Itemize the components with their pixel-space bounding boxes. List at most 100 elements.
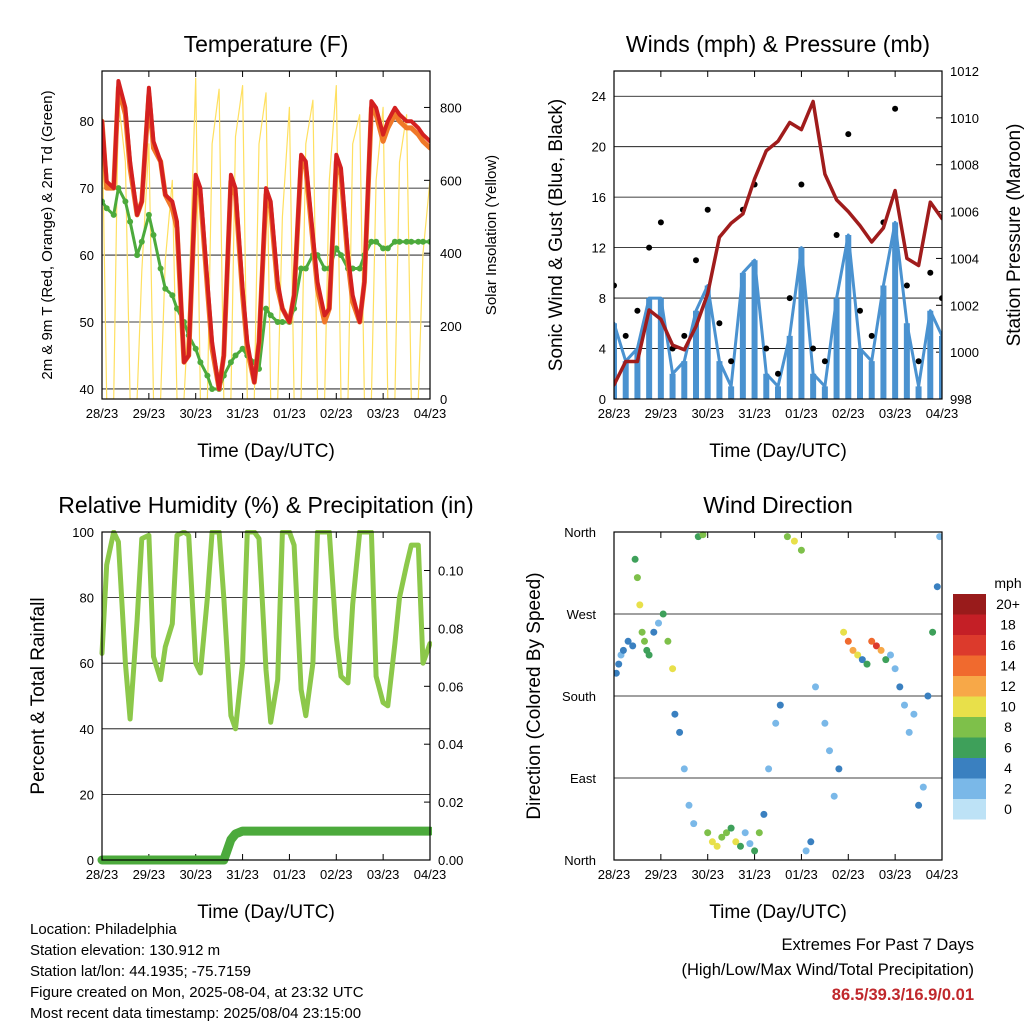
direction-ytick-label: North <box>564 525 596 540</box>
direction-point <box>896 683 904 691</box>
gust-point <box>821 358 828 365</box>
winds-ytick-right-label: 1006 <box>950 205 979 220</box>
station-info: Location: Philadelphia Station elevation… <box>30 919 364 1024</box>
direction-point <box>655 619 662 627</box>
direction-point <box>760 810 768 818</box>
temperature-xtick-label: 02/23 <box>320 406 353 421</box>
temperature-ylabel: 2m & 9m T (Red, Orange) & 2m Td (Green) <box>39 90 56 379</box>
direction-xtick-label: 29/23 <box>645 867 678 882</box>
direction-point <box>854 651 862 659</box>
direction-xlabel: Time (Day/UTC) <box>709 902 847 923</box>
legend-swatch <box>953 594 986 615</box>
timestamp-text: Most recent data timestamp: 2025/08/04 2… <box>30 1005 362 1022</box>
location-text: Location: Philadelphia <box>30 921 177 938</box>
winds-ytick-right-label: 998 <box>950 392 972 407</box>
temperature-xtick-label: 31/23 <box>226 406 259 421</box>
direction-point <box>690 820 698 828</box>
direction-point <box>636 601 644 609</box>
direction-series <box>614 531 942 855</box>
direction-point <box>755 829 763 837</box>
temperature-ytick-right-label: 800 <box>440 100 462 115</box>
direction-point <box>905 728 913 736</box>
direction-point <box>821 719 829 727</box>
direction-point <box>737 842 744 850</box>
gust-point <box>939 295 942 302</box>
extremes-title: Extremes For Past 7 Days <box>781 936 974 954</box>
precip-line <box>97 826 432 865</box>
direction-point <box>858 656 866 664</box>
direction-xtick-label: 02/23 <box>832 867 865 882</box>
direction-xtick-label: 01/23 <box>785 867 818 882</box>
pressure-line <box>614 99 942 387</box>
direction-point <box>797 546 805 554</box>
legend-label: 6 <box>1004 740 1012 756</box>
direction-ylabel: Direction (Colored By Speed) <box>524 572 545 819</box>
direction-point <box>877 646 885 654</box>
direction-point <box>615 660 623 668</box>
legend-label: 0 <box>1004 801 1012 817</box>
winds-xtick-label: 04/23 <box>926 406 959 421</box>
temperature-ytick-right-label: 200 <box>440 319 462 334</box>
winds-ytick-right-label: 1012 <box>950 64 979 79</box>
winds-ytick-label: 0 <box>599 392 606 407</box>
winds-ytick-label: 24 <box>592 89 606 104</box>
direction-point <box>718 833 726 841</box>
direction-point <box>872 642 880 650</box>
direction-point <box>915 801 923 809</box>
winds-ytick-label: 16 <box>592 190 606 205</box>
direction-point <box>676 728 684 736</box>
direction-point <box>633 574 641 582</box>
temp-2m-line <box>102 79 430 391</box>
humidity-xlabel: Time (Day/UTC) <box>197 902 335 923</box>
temperature-ytick-label: 50 <box>80 315 94 330</box>
humidity-ytick-label: 0 <box>87 853 94 868</box>
winds-ytick-right-label: 1002 <box>950 298 979 313</box>
humidity-ytick-label: 40 <box>80 722 94 737</box>
direction-point <box>671 710 679 718</box>
temperature-xtick-label: 28/23 <box>86 406 119 421</box>
humidity-xtick-label: 03/23 <box>367 867 400 882</box>
gust-point <box>927 269 934 276</box>
extremes-values: 86.5/39.3/16.9/0.01 <box>831 986 974 1004</box>
legend-swatch <box>953 655 986 676</box>
winds-xtick-label: 28/23 <box>598 406 631 421</box>
direction-point <box>812 683 819 691</box>
temperature-frame <box>101 70 431 400</box>
extremes-box: Extremes For Past 7 Days (High/Low/Max W… <box>681 933 974 1008</box>
legend-swatch <box>953 737 986 758</box>
gust-point <box>622 332 629 339</box>
legend-label: 12 <box>1000 678 1016 694</box>
direction-point <box>807 838 815 846</box>
temperature-ytick-right-label: 400 <box>440 246 462 261</box>
winds-ytick-right-label: 1010 <box>950 111 979 126</box>
legend-label: 4 <box>1004 760 1012 776</box>
direction-point <box>619 646 627 654</box>
direction-xtick-label: 03/23 <box>879 867 912 882</box>
direction-point <box>641 637 648 645</box>
legend-swatch <box>953 635 986 656</box>
direction-point <box>741 829 749 837</box>
gust-point <box>857 307 863 314</box>
gust-point <box>657 219 664 226</box>
legend-title: mph <box>994 575 1021 591</box>
gust-point <box>798 181 805 188</box>
winds-xtick-label: 30/23 <box>691 406 724 421</box>
winds-ytick-right-label: 1004 <box>950 251 979 266</box>
humidity-ytick-right-label: 0.06 <box>438 679 463 694</box>
temperature-ytick-right-label: 0 <box>440 392 447 407</box>
legend-label: 14 <box>1000 658 1016 674</box>
gust-point <box>693 257 699 264</box>
humidity-xtick-label: 29/23 <box>133 867 166 882</box>
humidity-title: Relative Humidity (%) & Precipitation (i… <box>58 492 473 518</box>
direction-point <box>699 531 707 539</box>
temperature-xtick-label: 30/23 <box>179 406 212 421</box>
direction-ytick-label: South <box>562 689 596 704</box>
direction-point <box>840 628 848 636</box>
direction-point <box>765 765 773 773</box>
humidity-series <box>97 530 432 865</box>
direction-point <box>659 610 667 618</box>
direction-point <box>783 533 791 541</box>
direction-point <box>868 637 876 645</box>
temperature-xtick-label: 03/23 <box>367 406 400 421</box>
temperature-ytick-label: 40 <box>80 382 94 397</box>
